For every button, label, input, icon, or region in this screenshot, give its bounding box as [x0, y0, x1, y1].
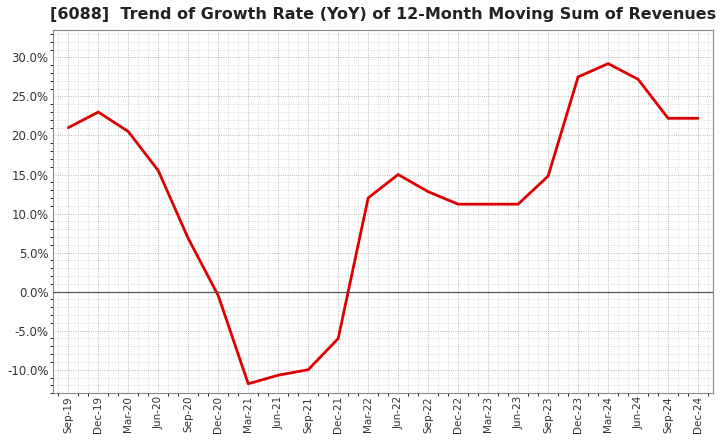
Title: [6088]  Trend of Growth Rate (YoY) of 12-Month Moving Sum of Revenues: [6088] Trend of Growth Rate (YoY) of 12-…: [50, 7, 716, 22]
